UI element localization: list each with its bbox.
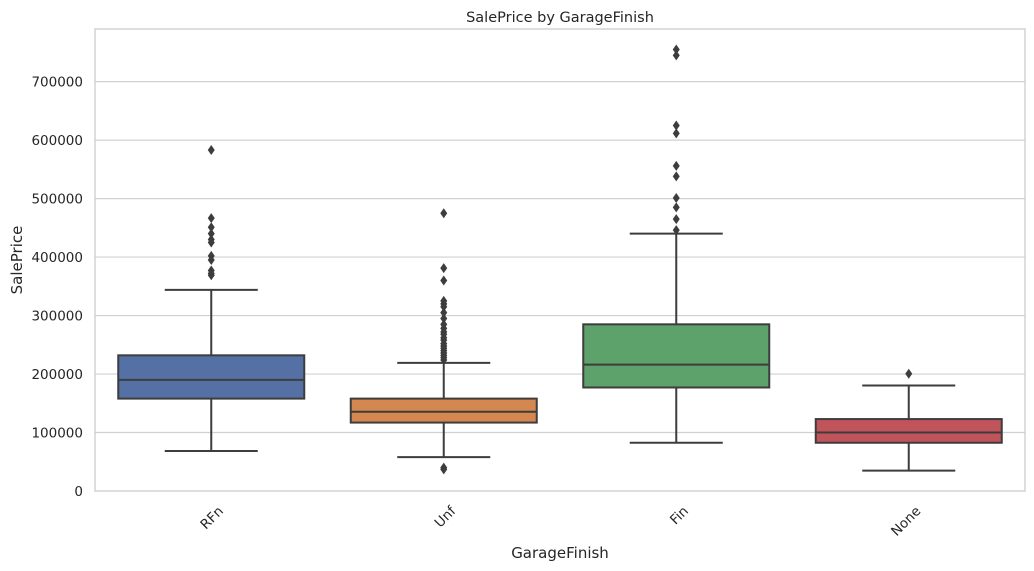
y-axis-ticks: 0 100000 200000 300000 400000 500000 600000 700… xyxy=(31,75,83,500)
outlier-point xyxy=(672,128,680,139)
box-series xyxy=(117,44,1003,475)
outlier-point xyxy=(207,222,215,233)
outlier-point xyxy=(672,171,680,182)
outlier-point xyxy=(672,193,680,204)
outlier-point xyxy=(672,202,680,213)
y-tick-label: 500000 xyxy=(31,192,83,208)
box-fin xyxy=(582,44,771,444)
y-tick-label: 700000 xyxy=(31,75,83,91)
plot-frame xyxy=(94,28,1026,492)
x-axis-label: GarageFinish xyxy=(511,544,609,562)
x-tick-label: Unf xyxy=(432,502,461,531)
y-tick-label: 100000 xyxy=(31,426,83,442)
iqr-box xyxy=(814,418,1003,444)
outlier-point xyxy=(207,213,215,224)
outlier-point xyxy=(207,145,215,156)
box-none xyxy=(814,368,1003,472)
iqr-box xyxy=(117,354,306,400)
box-rfn xyxy=(117,145,306,452)
iqr-box xyxy=(349,397,538,424)
x-tick-label: None xyxy=(888,503,924,539)
outlier-point xyxy=(672,160,680,171)
x-tick-label: RFn xyxy=(197,503,226,532)
outlier-point xyxy=(440,208,448,219)
outlier-point xyxy=(672,214,680,225)
outlier-point xyxy=(905,368,913,379)
iqr-box xyxy=(582,323,771,389)
y-tick-label: 0 xyxy=(74,484,83,500)
outlier-point xyxy=(207,255,215,265)
outlier-point xyxy=(440,307,448,318)
outlier-point xyxy=(672,44,680,55)
y-tick-label: 400000 xyxy=(31,250,83,266)
x-axis-ticks: RFn Unf Fin None xyxy=(197,502,924,539)
outlier-point xyxy=(672,225,680,236)
x-tick-label: Fin xyxy=(667,503,692,528)
outlier-point xyxy=(440,301,448,312)
outlier-point xyxy=(440,263,448,274)
outlier-point xyxy=(440,355,448,366)
y-axis-label: SalePrice xyxy=(8,226,26,295)
outlier-point xyxy=(440,464,448,475)
outlier-point xyxy=(672,120,680,131)
outlier-point xyxy=(440,275,448,286)
box-unf xyxy=(349,208,538,475)
chart-title: SalePrice by GarageFinish xyxy=(466,10,654,26)
outlier-point xyxy=(207,237,215,248)
y-tick-label: 300000 xyxy=(31,309,83,325)
outlier-point xyxy=(207,228,215,239)
outlier-point xyxy=(440,313,448,324)
y-tick-label: 200000 xyxy=(31,367,83,383)
outlier-point xyxy=(207,270,215,281)
y-tick-label: 600000 xyxy=(31,133,83,149)
outlier-point xyxy=(672,50,680,61)
